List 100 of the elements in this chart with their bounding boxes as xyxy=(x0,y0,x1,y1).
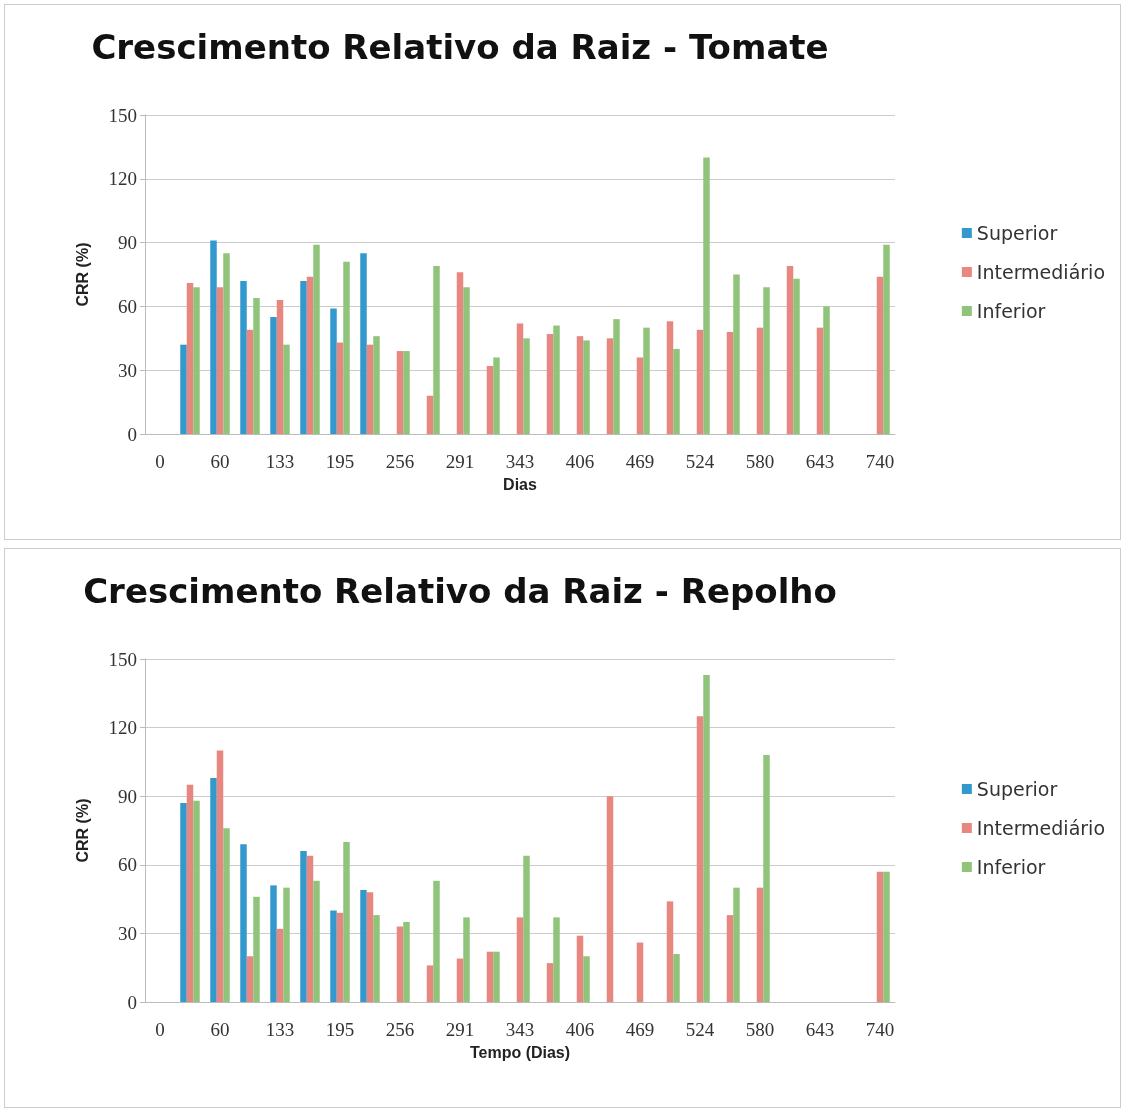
bar xyxy=(276,928,284,1002)
bar xyxy=(576,336,584,434)
y-tick-label: 60 xyxy=(118,854,137,876)
bar xyxy=(276,300,284,434)
x-tick-label: 133 xyxy=(265,451,295,472)
x-tick-label: 406 xyxy=(565,451,595,472)
bar xyxy=(673,953,680,1002)
y-tick-label: 150 xyxy=(108,648,137,670)
x-tick-label: 195 xyxy=(325,1019,355,1040)
legend-label: Intermediário xyxy=(976,261,1106,283)
bar xyxy=(283,344,290,434)
x-tick-label: 256 xyxy=(385,1019,415,1040)
bar xyxy=(516,323,524,434)
bar xyxy=(463,287,470,434)
x-tick-label: 643 xyxy=(805,451,835,472)
bar xyxy=(396,926,404,1002)
bar xyxy=(673,348,680,434)
bar xyxy=(253,896,260,1002)
bar xyxy=(703,675,710,1002)
bar xyxy=(636,942,644,1002)
bar xyxy=(793,278,800,434)
bar xyxy=(463,917,470,1002)
x-axis-title: Dias xyxy=(503,475,537,493)
legend-label: Superior xyxy=(976,222,1058,244)
bar xyxy=(643,327,650,434)
bar xyxy=(433,880,440,1002)
y-tick-label: 60 xyxy=(118,295,137,317)
x-tick-label: 291 xyxy=(445,451,475,472)
x-tick-label: 740 xyxy=(865,451,895,472)
x-tick-label: 580 xyxy=(745,451,775,472)
bar xyxy=(186,784,194,1002)
bar xyxy=(396,351,404,434)
bar xyxy=(180,803,187,1002)
legend-label: Intermediário xyxy=(976,817,1106,839)
bar xyxy=(313,244,320,434)
bar xyxy=(240,844,247,1002)
x-tick-label: 580 xyxy=(745,1019,775,1040)
bar xyxy=(366,344,374,434)
bar xyxy=(300,851,307,1002)
bar xyxy=(823,306,830,434)
bar xyxy=(576,935,584,1002)
bar xyxy=(666,321,674,434)
bar xyxy=(636,357,644,434)
bar xyxy=(583,956,590,1002)
bar xyxy=(493,357,500,434)
x-tick-label: 406 xyxy=(565,1019,595,1040)
bar xyxy=(733,274,740,434)
bar xyxy=(373,336,380,434)
bar xyxy=(493,951,500,1002)
bar xyxy=(433,265,440,434)
x-tick-label: 133 xyxy=(265,1019,295,1040)
x-tick-label: 0 xyxy=(155,451,165,472)
bar xyxy=(426,395,434,434)
bar xyxy=(606,796,614,1002)
bar xyxy=(883,871,890,1002)
x-tick-label: 343 xyxy=(505,451,535,472)
y-tick-label: 120 xyxy=(108,717,137,739)
y-tick-label: 90 xyxy=(118,785,137,807)
bar xyxy=(246,329,254,434)
bar xyxy=(330,910,337,1002)
bar xyxy=(426,965,434,1002)
bar xyxy=(486,951,494,1002)
legend-label: Superior xyxy=(976,778,1058,800)
bar xyxy=(180,344,187,434)
bar xyxy=(703,157,710,434)
bar xyxy=(270,317,277,434)
bar xyxy=(486,365,494,434)
x-tick-label: 291 xyxy=(445,1019,475,1040)
bar xyxy=(553,917,560,1002)
y-axis-title: CRR (%) xyxy=(73,242,91,307)
y-tick-label: 0 xyxy=(127,991,137,1013)
bar xyxy=(456,272,464,434)
x-tick-label: 0 xyxy=(155,1019,165,1040)
bar xyxy=(223,253,230,434)
bar xyxy=(763,755,770,1002)
y-tick-label: 30 xyxy=(118,359,137,381)
bar xyxy=(456,958,464,1002)
bar xyxy=(216,750,224,1002)
bar xyxy=(360,889,367,1002)
bar xyxy=(343,261,350,434)
bar xyxy=(193,287,200,434)
bar xyxy=(516,917,524,1002)
x-tick-label: 740 xyxy=(865,1019,895,1040)
x-axis-title: Tempo (Dias) xyxy=(469,1043,571,1061)
bar xyxy=(696,716,704,1002)
bar xyxy=(763,287,770,434)
legend-label: Inferior xyxy=(976,856,1046,878)
bar xyxy=(330,308,337,434)
bar xyxy=(283,887,290,1002)
chart-title: Crescimento Relativo da Raiz - Tomate xyxy=(91,27,829,67)
bar xyxy=(546,334,554,434)
legend-label: Inferior xyxy=(976,300,1046,322)
bar xyxy=(373,915,380,1002)
bar xyxy=(210,777,217,1002)
bar xyxy=(756,887,764,1002)
chart-title: Crescimento Relativo da Raiz - Repolho xyxy=(83,571,837,611)
bar xyxy=(606,338,614,434)
y-tick-label: 30 xyxy=(118,922,137,944)
bar xyxy=(343,841,350,1002)
bar xyxy=(403,921,410,1002)
